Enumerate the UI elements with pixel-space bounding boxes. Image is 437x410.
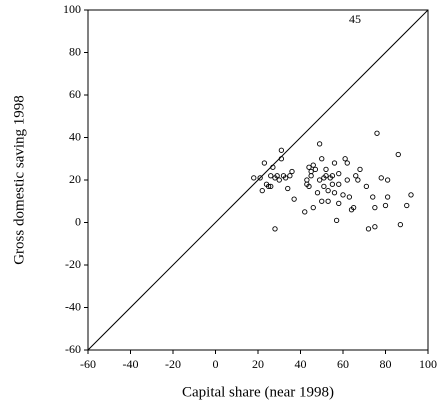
scatter-point bbox=[344, 160, 350, 166]
scatter-point bbox=[331, 160, 338, 166]
scatter-point bbox=[336, 181, 342, 187]
y-tick-label: -20 bbox=[65, 257, 81, 271]
y-tick-label: 60 bbox=[69, 87, 81, 101]
scatter-point bbox=[384, 194, 391, 200]
scatter-point bbox=[274, 173, 280, 179]
x-axis-title: Capital share (near 1998) bbox=[182, 384, 334, 400]
scatter-point bbox=[278, 156, 285, 162]
scatter-point bbox=[331, 190, 338, 196]
scatter-point bbox=[321, 183, 327, 190]
scatter-point bbox=[268, 173, 274, 179]
y-tick-label: 40 bbox=[69, 129, 81, 143]
reference-line bbox=[87, 9, 429, 351]
scatter-point bbox=[382, 202, 389, 209]
scatter-point bbox=[397, 221, 404, 228]
scatter-point bbox=[336, 170, 342, 177]
scatter-point bbox=[306, 183, 312, 190]
scatter-point bbox=[306, 164, 312, 170]
scatter-point bbox=[353, 173, 359, 179]
scatter-point bbox=[336, 200, 342, 207]
scatter-point bbox=[329, 181, 336, 187]
scatter-point bbox=[325, 198, 331, 204]
scatter-point bbox=[314, 190, 321, 196]
annotation: 45 bbox=[349, 12, 361, 26]
x-tick-label: 20 bbox=[252, 357, 264, 371]
scatter-point bbox=[272, 226, 278, 232]
scatter-point bbox=[384, 177, 391, 183]
scatter-point bbox=[350, 204, 357, 211]
scatter-point bbox=[291, 196, 297, 202]
scatter-point bbox=[333, 217, 340, 224]
x-tick-label: -20 bbox=[165, 357, 181, 371]
scatter-point bbox=[319, 198, 325, 204]
scatter-point bbox=[404, 202, 410, 209]
y-tick-label: -40 bbox=[65, 299, 81, 313]
y-tick-label: -60 bbox=[65, 342, 81, 356]
scatter-point bbox=[342, 156, 348, 162]
scatter-point bbox=[308, 173, 314, 179]
scatter-point bbox=[316, 177, 323, 183]
scatter-point bbox=[319, 156, 325, 162]
scatter-point bbox=[363, 183, 370, 190]
scatter-point bbox=[365, 226, 372, 232]
scatter-point bbox=[257, 175, 263, 181]
scatter-point bbox=[372, 224, 378, 230]
scatter-point bbox=[316, 141, 323, 147]
scatter-point bbox=[278, 147, 285, 153]
scatter-point bbox=[265, 183, 272, 190]
scatter-point bbox=[340, 192, 346, 198]
y-axis-title: Gross domestic saving 1998 bbox=[11, 95, 27, 265]
scatter-point bbox=[374, 130, 380, 136]
scatter-point bbox=[289, 168, 295, 175]
y-tick-label: 100 bbox=[63, 2, 81, 16]
x-tick-label: 80 bbox=[380, 357, 392, 371]
scatter-point bbox=[287, 173, 293, 179]
scatter-point bbox=[268, 183, 274, 190]
scatter-point bbox=[325, 187, 331, 194]
scatter-point bbox=[276, 177, 282, 183]
x-tick-label: 100 bbox=[419, 357, 437, 371]
x-tick-label: -60 bbox=[80, 357, 96, 371]
scatter-point bbox=[357, 166, 363, 173]
scatter-point bbox=[285, 185, 291, 192]
scatter-point bbox=[259, 187, 265, 194]
y-tick-label: 80 bbox=[69, 44, 81, 58]
x-tick-label: 40 bbox=[295, 357, 307, 371]
scatter-point bbox=[308, 168, 314, 175]
scatter-point bbox=[395, 151, 401, 158]
scatter-point bbox=[310, 162, 316, 168]
scatter-point bbox=[310, 204, 316, 211]
scatter-point bbox=[346, 194, 353, 200]
y-tick-label: 0 bbox=[75, 214, 81, 228]
scatter-point bbox=[323, 166, 329, 173]
scatter-point bbox=[344, 177, 350, 183]
scatter-point bbox=[261, 160, 268, 166]
scatter-point bbox=[323, 173, 329, 179]
scatter-point bbox=[355, 177, 361, 183]
scatter-point bbox=[312, 166, 319, 173]
scatter-point bbox=[302, 209, 308, 215]
scatter-point bbox=[282, 175, 289, 181]
scatter-point bbox=[251, 175, 257, 181]
y-tick-label: 20 bbox=[69, 172, 81, 186]
scatter-point bbox=[329, 173, 336, 179]
scatter-point bbox=[408, 192, 414, 198]
x-tick-label: -40 bbox=[123, 357, 139, 371]
x-tick-label: 0 bbox=[213, 357, 219, 371]
scatter-point bbox=[372, 204, 378, 211]
scatter-point bbox=[370, 194, 376, 200]
scatter-point bbox=[378, 175, 384, 181]
x-tick-label: 60 bbox=[337, 357, 349, 371]
scatter-point bbox=[304, 177, 310, 183]
scatter-point bbox=[270, 164, 276, 170]
